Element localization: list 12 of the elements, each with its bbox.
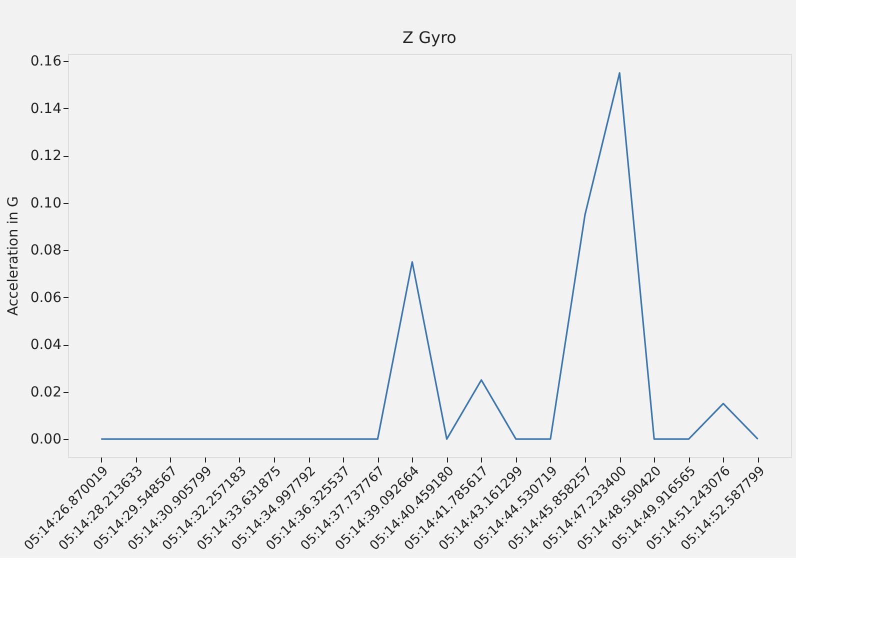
y-tick-label: 0.08 [30,242,62,259]
y-axis-title: Acceleration in G [5,196,22,316]
y-tick-label: 0.06 [30,290,62,306]
y-tick-label: 0.00 [30,432,62,448]
y-tick-label: 0.04 [30,337,62,354]
chart-title: Z Gyro [402,28,456,47]
y-tick-label: 0.16 [30,54,62,70]
y-tick-label: 0.10 [30,195,62,212]
y-tick-label: 0.12 [30,148,62,164]
y-tick-label: 0.02 [30,384,62,400]
line-series [100,72,759,440]
y-tick-label: 0.14 [30,100,62,117]
